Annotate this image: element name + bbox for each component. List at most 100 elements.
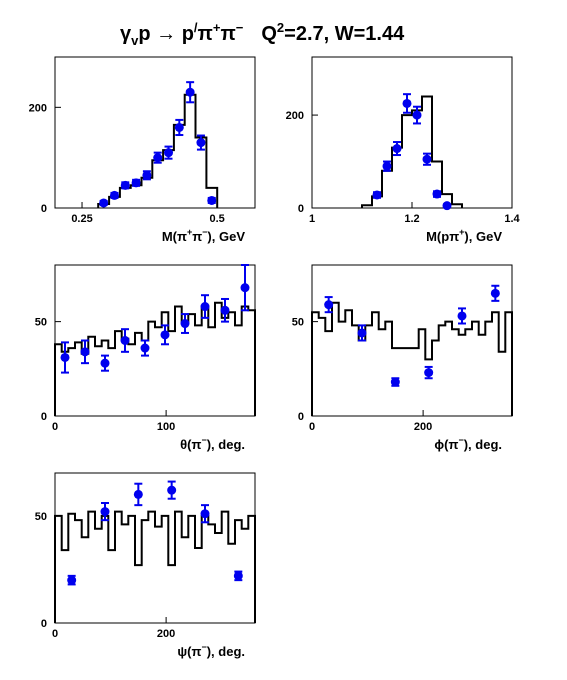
data-point (196, 138, 206, 148)
x-label-text: ), GeV (207, 229, 245, 244)
x-tick-label: 0.25 (71, 213, 92, 225)
data-point (200, 302, 210, 312)
data-point (153, 153, 163, 163)
y-tick-label: 0 (298, 411, 304, 423)
title-gamma-sub: v (131, 33, 139, 48)
x-tick-label: 0 (309, 421, 315, 433)
chart-panel-5: 0 200 0 50 ψ(π−), deg. (35, 472, 256, 659)
data-point (142, 170, 152, 180)
histogram-series (54, 510, 256, 623)
data-point (133, 489, 143, 499)
y-tick-label: 0 (298, 203, 304, 215)
title-prime: / (194, 20, 198, 35)
data-point (120, 336, 130, 345)
x-label-text: M(π (162, 229, 187, 244)
y-tick-label: 50 (35, 511, 47, 523)
data-point (357, 328, 367, 338)
data-point (140, 343, 150, 353)
x-tick-label: 0.5 (210, 213, 225, 225)
data-point (240, 283, 250, 293)
title-gamma: γ (120, 23, 132, 45)
title-pi2: π (220, 23, 235, 45)
chart-panel-1: 0.25 0.5 0 200 M(π+π−), GeV (29, 56, 256, 244)
x-label-sup: − (202, 227, 207, 237)
plot-frame (311, 56, 513, 209)
title-proton: p (138, 23, 150, 45)
title-q2-rest: =2.7, W=1.44 (284, 23, 405, 45)
y-tick-label: 50 (292, 317, 304, 329)
data-point (67, 575, 77, 585)
x-label-sup: − (201, 642, 206, 652)
y-tick-label: 200 (286, 110, 304, 122)
data-point (120, 180, 130, 190)
data-point (100, 507, 110, 517)
data-point (424, 368, 434, 378)
x-tick-label: 0 (52, 628, 58, 640)
data-point (220, 305, 230, 315)
data-point (233, 571, 243, 581)
x-tick-label: 1 (309, 213, 315, 225)
x-label-text: θ(π (180, 437, 201, 452)
data-point (180, 319, 190, 329)
x-tick-label: 0 (52, 421, 58, 433)
x-tick-label: 200 (157, 628, 175, 640)
title-q: Q (261, 23, 277, 45)
data-point (164, 148, 174, 158)
histogram-series (97, 93, 219, 208)
x-axis-label: θ(π−), deg. (180, 435, 245, 452)
data-point (60, 352, 70, 362)
data-point (109, 190, 119, 200)
data-point (200, 509, 210, 519)
data-point (99, 198, 109, 208)
data-point (412, 110, 422, 120)
x-label-text: ψ(π (177, 644, 201, 659)
chart-panel-3: 0 100 0 50 θ(π−), deg. (35, 264, 256, 452)
y-tick-label: 0 (41, 618, 47, 630)
data-point (390, 377, 400, 387)
data-point (207, 195, 217, 205)
histogram-series (311, 301, 513, 416)
title-arrow: → p (151, 23, 194, 45)
x-label-text: ϕ(π (434, 437, 458, 452)
x-tick-label: 1.2 (404, 213, 419, 225)
data-point (490, 288, 500, 298)
figure-title: γvp → p/π+π− Q2=2.7, W=1.44 (120, 20, 405, 48)
data-point (457, 311, 467, 321)
x-label-sup: − (458, 435, 463, 445)
data-point (167, 485, 177, 495)
x-tick-label: 1.4 (504, 213, 520, 225)
data-point (422, 154, 432, 164)
data-point (382, 161, 392, 171)
x-label-sup: + (459, 227, 464, 237)
x-label-text: ), deg. (207, 437, 245, 452)
data-point (372, 190, 382, 200)
y-tick-label: 50 (35, 317, 47, 329)
x-tick-label: 200 (414, 421, 432, 433)
x-axis-label: ϕ(π−), deg. (434, 435, 502, 452)
x-label-sup: − (201, 435, 206, 445)
data-point (402, 98, 412, 108)
x-label-text: π (192, 229, 202, 244)
data-point (174, 122, 184, 132)
plot-frame (54, 472, 256, 624)
data-point (442, 201, 452, 211)
x-label-text: ), GeV (464, 229, 502, 244)
x-axis-label: ψ(π−), deg. (177, 642, 245, 659)
plot-frame (54, 56, 256, 209)
chart-panel-2: 1 1.2 1.4 0 200 M(pπ+), GeV (286, 56, 521, 244)
data-point (131, 178, 141, 188)
data-point (185, 87, 195, 97)
data-point (80, 347, 90, 357)
x-label-text: ), deg. (207, 644, 245, 659)
title-minus: − (236, 20, 244, 35)
title-pi1: π (198, 23, 213, 45)
data-point (392, 144, 402, 154)
data-point (432, 189, 442, 199)
x-axis-label: M(π+π−), GeV (162, 227, 246, 244)
data-point (100, 358, 110, 368)
x-label-text: ), deg. (464, 437, 502, 452)
title-plus: + (213, 20, 221, 35)
data-point (324, 300, 334, 310)
